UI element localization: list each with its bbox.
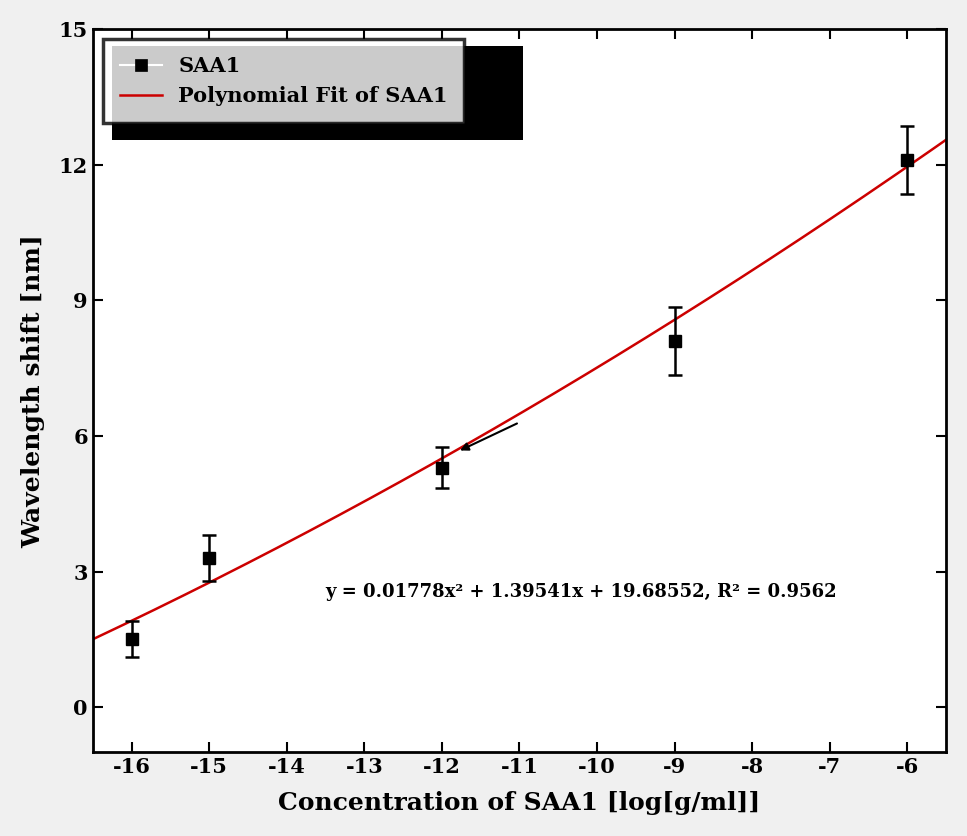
Y-axis label: Wavelength shift [nm]: Wavelength shift [nm] bbox=[21, 234, 44, 548]
FancyBboxPatch shape bbox=[111, 46, 523, 140]
Legend: SAA1, Polynomial Fit of SAA1: SAA1, Polynomial Fit of SAA1 bbox=[103, 39, 464, 123]
X-axis label: Concentration of SAA1 [log[g/ml]]: Concentration of SAA1 [log[g/ml]] bbox=[278, 791, 761, 815]
Text: y = 0.01778x² + 1.39541x + 19.68552, R² = 0.9562: y = 0.01778x² + 1.39541x + 19.68552, R² … bbox=[326, 583, 837, 601]
